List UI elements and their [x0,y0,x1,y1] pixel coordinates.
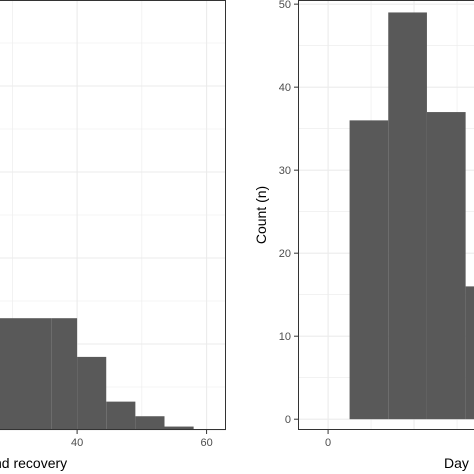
histogram-bar [426,112,466,420]
right-x-axis-ticks: 0 [325,430,331,449]
histogram-bar [77,356,107,430]
right-histogram-panel: 0 0 10 20 30 40 50 Day Count (n) [253,0,474,471]
histogram-bar [164,426,194,430]
right-x-axis-title: Day [444,455,469,471]
y-tick-label: 10 [279,331,291,343]
y-tick-label: 20 [279,248,291,260]
y-tick-label: 40 [279,82,291,94]
y-tick-label: 0 [285,414,291,426]
histogram-bar [465,286,474,420]
x-tick-label: 60 [200,437,212,449]
histogram-bar [135,416,165,430]
histogram-bar [51,318,78,430]
histogram-bar [106,401,136,430]
left-bars [0,318,194,430]
right-bars [349,12,474,420]
histogram-bar [0,318,52,430]
x-tick-label: 0 [325,437,331,449]
right-y-axis-title: Count (n) [253,186,269,244]
right-y-axis-ticks: 0 10 20 30 40 50 [279,0,298,426]
left-panel-frame [0,0,226,430]
left-x-axis-title: nd recovery [0,455,67,471]
y-tick-label: 30 [279,165,291,177]
left-x-axis-ticks: 40 60 [71,430,213,449]
right-panel-frame [298,0,474,430]
histogram-bar [349,120,389,420]
y-tick-label: 50 [279,0,291,11]
left-histogram-panel: 40 60 nd recovery [0,0,226,471]
x-tick-label: 40 [71,437,83,449]
histogram-bar [388,12,427,420]
